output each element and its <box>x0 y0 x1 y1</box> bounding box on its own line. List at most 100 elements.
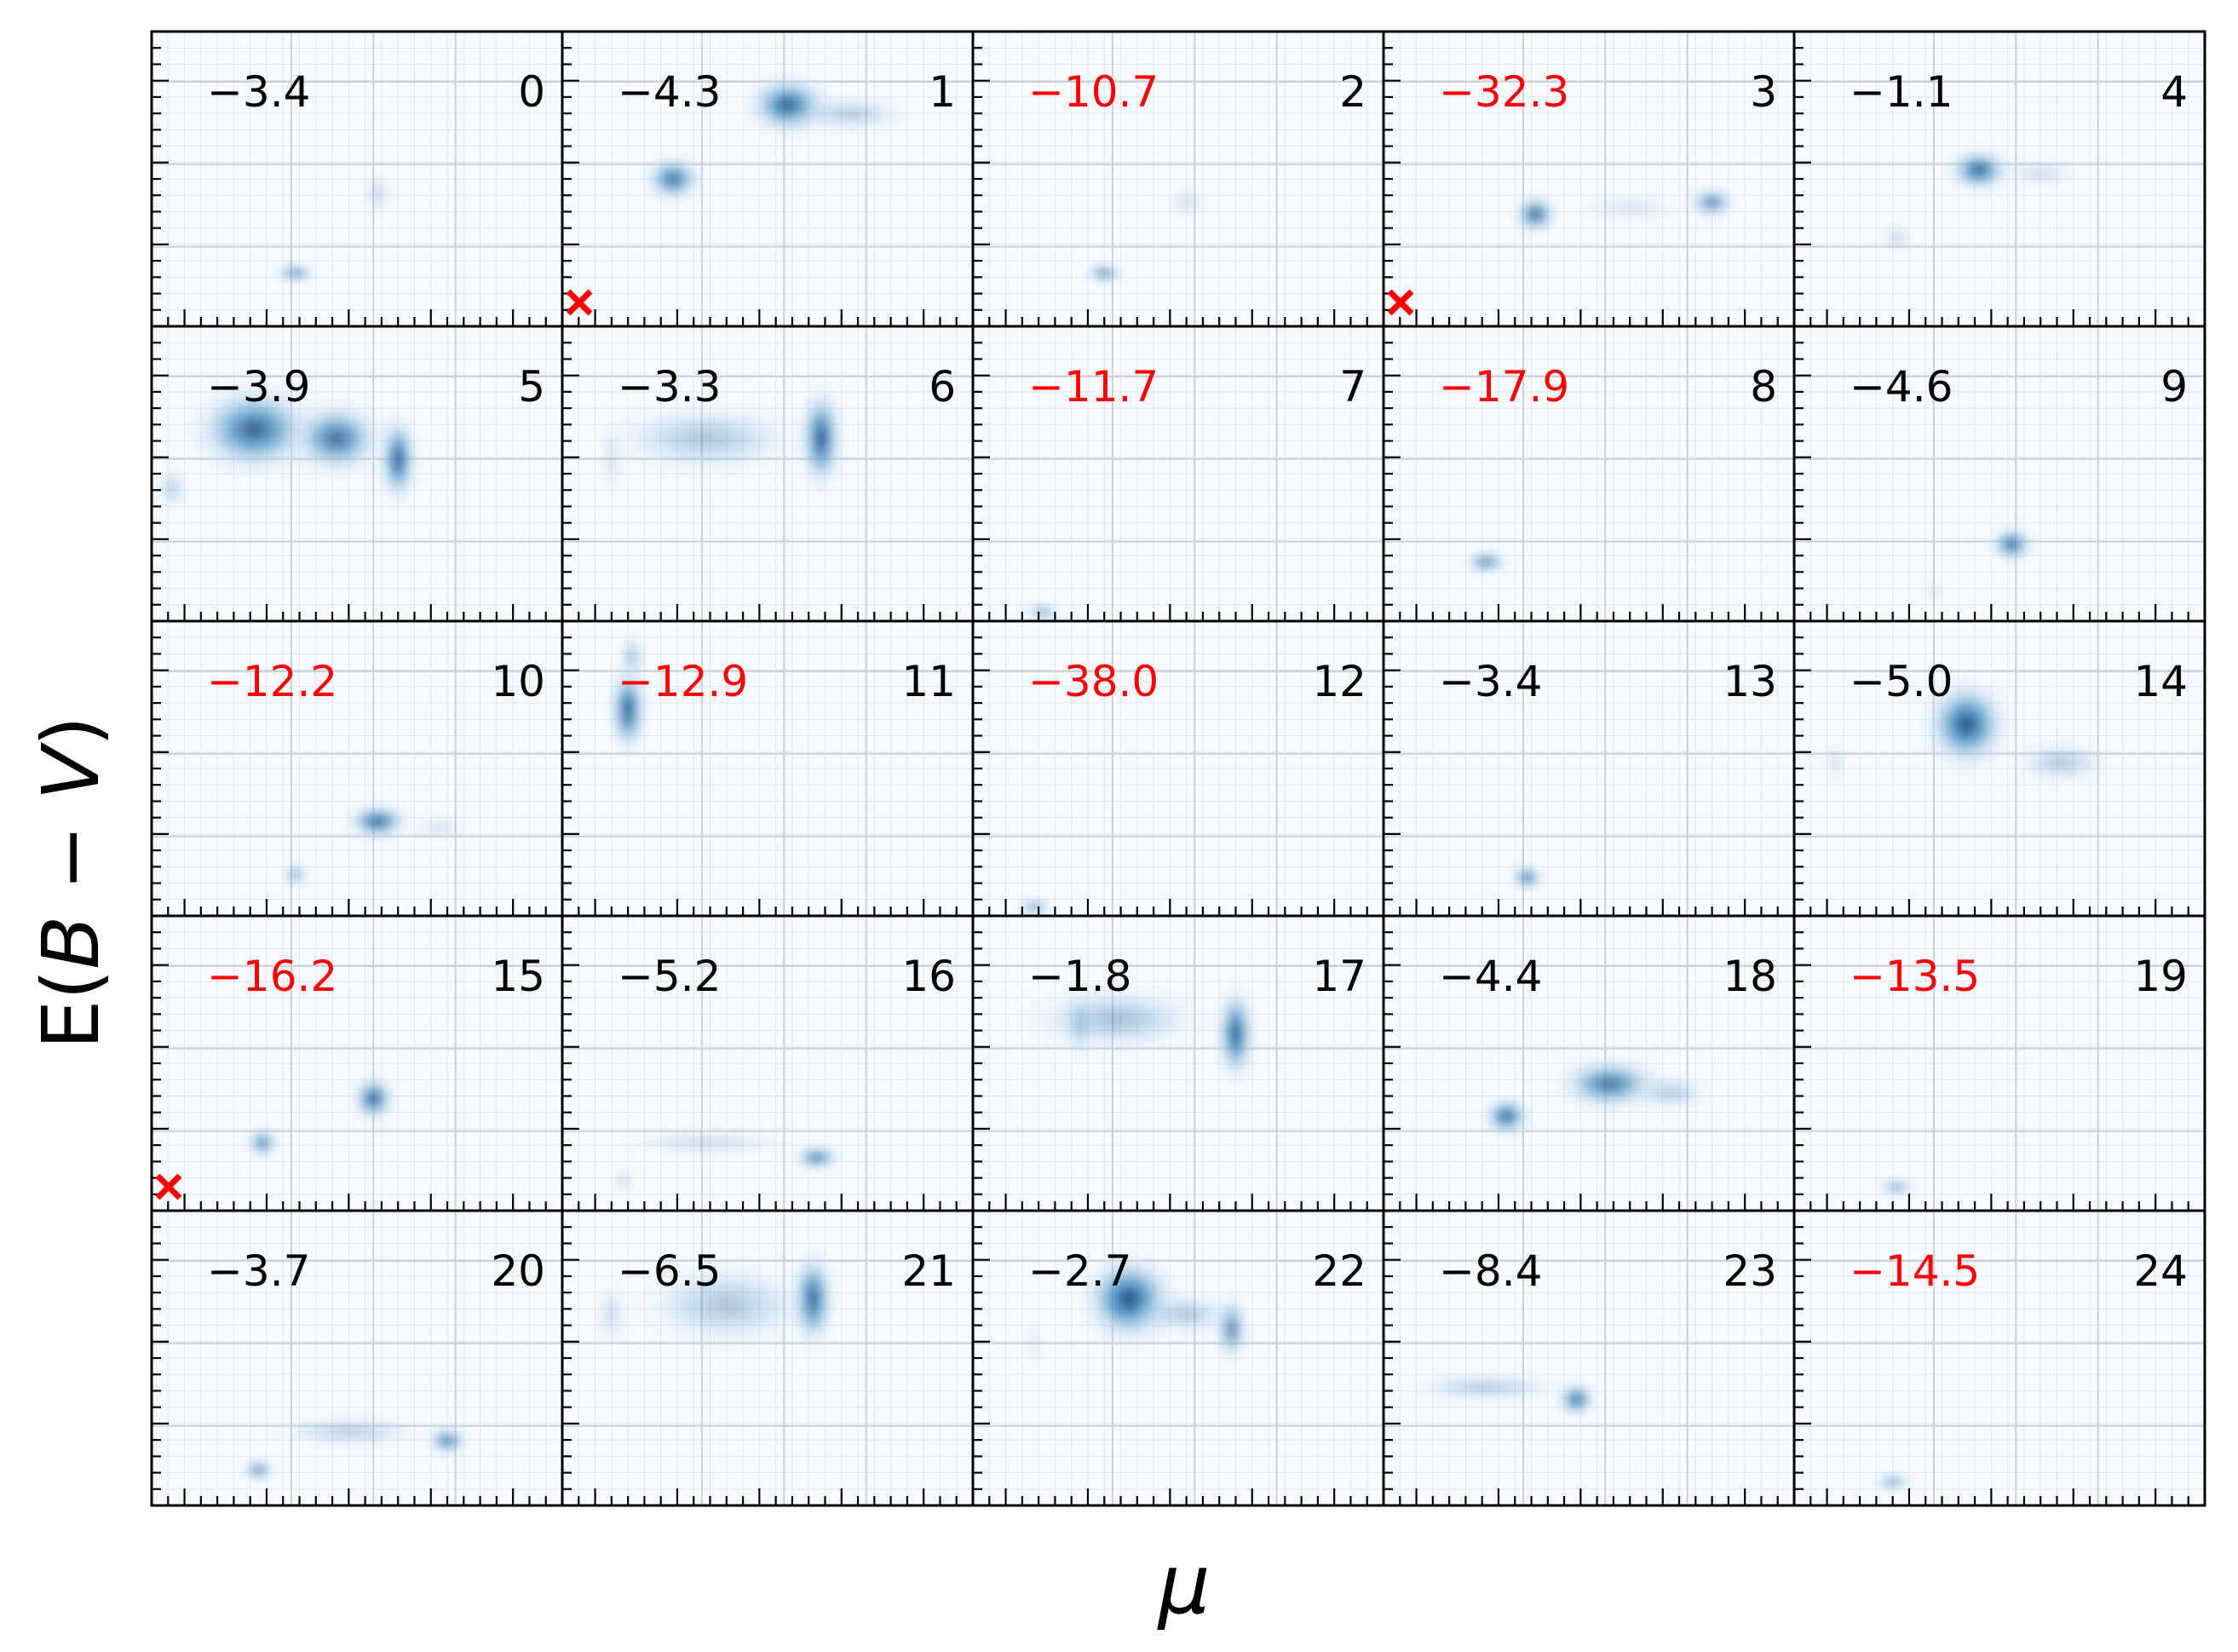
panel-5: −3.9 5 <box>150 325 564 623</box>
ticks <box>1384 636 1779 916</box>
panel-2: −10.7 2 <box>971 30 1385 328</box>
x-marker-stroke <box>1387 289 1414 316</box>
density-map <box>1924 526 2035 604</box>
density-blob <box>363 169 392 219</box>
density-map <box>1882 147 2087 255</box>
density-map <box>1873 1476 1913 1488</box>
ticks <box>152 342 547 621</box>
panel-score: −14.5 <box>1850 1246 1980 1296</box>
density-blob <box>1463 551 1510 573</box>
panel-index: 22 <box>1312 1246 1366 1296</box>
panel-index: 24 <box>2133 1246 2188 1296</box>
panel-score: −8.4 <box>1439 1246 1542 1296</box>
panel-index: 15 <box>491 952 545 1001</box>
x-marker <box>1387 289 1414 316</box>
density-blob <box>1512 193 1559 235</box>
ticks <box>562 47 958 326</box>
panel-22: −2.7 22 <box>971 1209 1385 1507</box>
density-blob <box>623 1255 831 1355</box>
density-blob <box>600 417 624 501</box>
density-blob <box>612 1168 636 1194</box>
panel-index: 19 <box>2133 952 2188 1001</box>
panel-8: −17.9 8 <box>1382 325 1796 623</box>
density-map <box>154 379 418 514</box>
panel-index: 0 <box>518 67 545 117</box>
density-blob <box>1481 1096 1533 1137</box>
density-blob <box>350 1074 397 1124</box>
ticks <box>1384 1226 1779 1505</box>
ticks <box>973 342 1368 621</box>
panel-11: −12.9 11 <box>561 619 975 918</box>
density-blob <box>1394 1373 1579 1402</box>
density-map <box>1876 1181 1918 1194</box>
panel-1: −4.3 1 <box>561 30 975 328</box>
grid <box>973 1211 1384 1505</box>
density-map <box>602 1130 843 1194</box>
density-blob <box>1944 147 2014 193</box>
density-blob <box>1065 983 1095 1067</box>
density-blob <box>618 631 647 682</box>
ticks <box>1794 342 2189 621</box>
density-map <box>1510 865 1545 890</box>
panel-score: −4.4 <box>1439 952 1542 1001</box>
density-blob <box>641 153 705 204</box>
panel-score: −12.2 <box>207 657 337 706</box>
density-blob <box>1028 1314 1041 1373</box>
density-map <box>1512 186 1738 235</box>
grid <box>152 916 562 1211</box>
density-map <box>1385 1373 1597 1436</box>
panel-score: −1.8 <box>1028 952 1131 1001</box>
panel-14: −5.0 14 <box>1792 619 2206 918</box>
panel-score: −5.0 <box>1850 657 1953 706</box>
panel-24: −14.5 24 <box>1792 1209 2206 1507</box>
density-map <box>245 1074 397 1160</box>
panel-0: −3.4 0 <box>150 30 564 328</box>
ticks <box>1794 636 2189 916</box>
density-blob <box>1014 901 1055 913</box>
panel-score: −6.5 <box>618 1246 721 1296</box>
density-blob <box>1510 865 1545 890</box>
panel-index: 7 <box>1339 362 1366 412</box>
panel-index: 3 <box>1750 67 1777 117</box>
density-map <box>1013 980 1257 1088</box>
density-blob <box>154 463 190 514</box>
density-map <box>1014 901 1055 913</box>
panel-grid: −3.4 0 −4.3 1 −10.7 2 −32.3 3 −1.1 4 −3.9 5 −3.3 6 −11… <box>150 30 2206 1507</box>
x-marker-stroke <box>566 289 593 316</box>
panel-19: −13.5 19 <box>1792 914 2206 1212</box>
density-map <box>641 72 919 204</box>
density-blob <box>256 1415 441 1448</box>
panel-21: −6.5 21 <box>561 1209 975 1507</box>
grid <box>973 326 1384 621</box>
ticks <box>973 636 1368 916</box>
density-blob <box>285 397 388 480</box>
density-map <box>1481 1055 1717 1137</box>
panel-index: 6 <box>929 362 956 412</box>
panel-score: −3.4 <box>1439 657 1542 706</box>
panel-score: −5.2 <box>618 952 721 1001</box>
panel-index: 4 <box>2160 67 2188 117</box>
ticks <box>152 47 547 326</box>
ticks <box>1384 931 1779 1211</box>
density-blob <box>1823 738 1847 788</box>
ticks <box>562 931 958 1211</box>
grid <box>973 621 1384 916</box>
panel-index: 8 <box>1750 362 1777 412</box>
panel-index: 9 <box>2160 362 2188 412</box>
x-axis-label: μ <box>1156 1537 1210 1632</box>
grid <box>1794 1211 2205 1505</box>
panel-4: −1.1 4 <box>1792 30 2206 328</box>
density-blob <box>1876 1181 1918 1194</box>
density-blob <box>1625 1072 1717 1114</box>
ticks <box>562 636 958 916</box>
panel-23: −8.4 23 <box>1382 1209 1796 1507</box>
panel-index: 2 <box>1339 67 1366 117</box>
density-blob <box>607 659 648 759</box>
panel-17: −1.8 17 <box>971 914 1385 1212</box>
panel-13: −3.4 13 <box>1382 619 1796 918</box>
panel-index: 1 <box>929 67 956 117</box>
density-blob <box>241 1459 276 1481</box>
density-blob <box>280 862 310 888</box>
panel-score: −4.3 <box>618 67 721 117</box>
ticks <box>152 636 547 916</box>
